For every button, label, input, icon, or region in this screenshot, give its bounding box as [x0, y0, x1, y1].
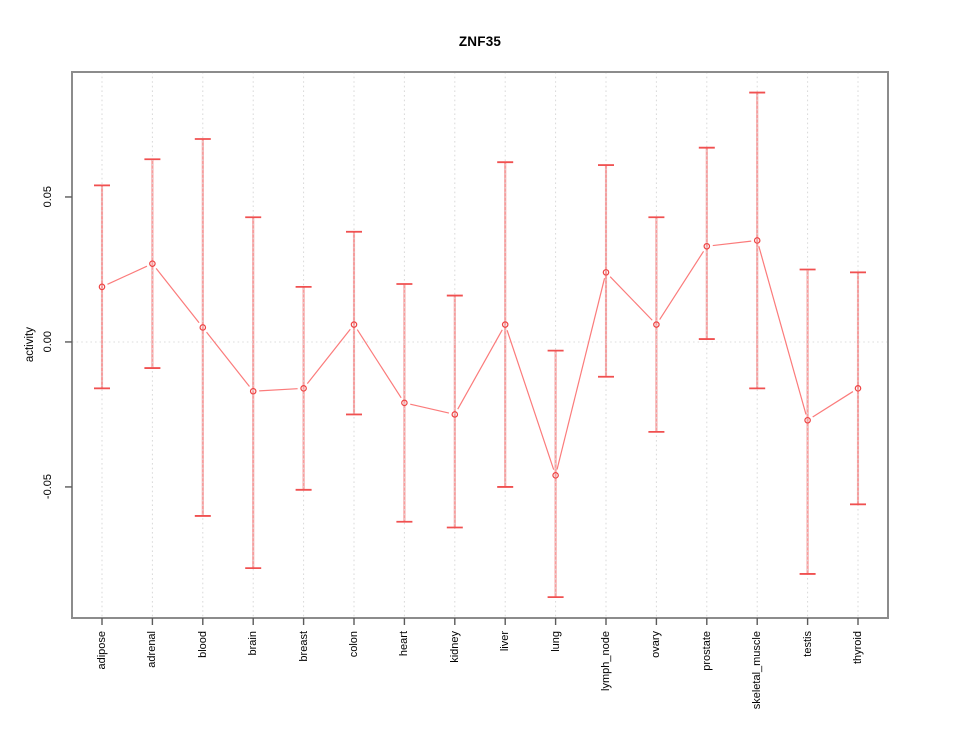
data-point [552, 472, 559, 479]
series-segment [206, 331, 250, 387]
x-tick-label-kidney: kidney [447, 631, 463, 735]
x-tick-label-colon: colon [346, 631, 362, 735]
series-segment [812, 391, 854, 418]
series-segment [306, 328, 351, 385]
x-tick-label-text: lung [549, 631, 562, 652]
plot-area [65, 71, 889, 625]
series-segment [712, 240, 752, 247]
data-point [98, 283, 106, 291]
data-point [703, 242, 711, 250]
data-point [854, 385, 862, 392]
series-segment [758, 246, 807, 415]
x-tick-label-text: prostate [700, 631, 713, 671]
x-tick-label-text: blood [196, 631, 209, 658]
series-segment [457, 329, 503, 410]
x-tick-label-text: colon [348, 631, 360, 658]
x-tick-label-thyroid: thyroid [850, 631, 866, 735]
plot-box [71, 71, 889, 619]
chart-title: ZNF35 [458, 34, 502, 49]
x-tick-label-text: liver [499, 631, 512, 652]
data-point [199, 324, 207, 331]
chart: ZNF35 activity -0.05 0.00 0.05 adipose adre… [24, 34, 889, 709]
y-tick-label: 0.05 [40, 162, 56, 232]
series-segment [659, 250, 705, 320]
x-tick-label-breast: breast [296, 631, 312, 735]
x-tick-label-text: thyroid [852, 631, 864, 665]
y-tick-label-text: 0.05 [42, 186, 54, 208]
data-point [501, 321, 509, 328]
x-tick-label-blood: blood [195, 631, 211, 735]
series-segment [410, 403, 450, 414]
x-tick-label-lymph_node: lymph_node [598, 631, 614, 735]
x-tick-label-brain: brain [245, 631, 261, 735]
series-segment [609, 276, 653, 321]
data-point [451, 411, 459, 418]
data-point [401, 399, 408, 407]
series-segment [259, 388, 298, 392]
data-point [804, 416, 811, 424]
x-tick-label-adrenal: adrenal [144, 631, 160, 735]
x-tick-label-prostate: prostate [699, 631, 715, 735]
x-tick-label-skeletal_muscle: skeletal_muscle [749, 631, 765, 735]
series-segment [506, 330, 555, 470]
series-segment [107, 265, 148, 285]
x-tick-label-text: kidney [448, 631, 461, 663]
data-point [300, 385, 307, 392]
x-tick-label-text: adipose [96, 631, 108, 670]
x-tick-label-text: ovary [650, 631, 663, 658]
x-tick-label-text: testis [801, 631, 814, 657]
y-tick-label: -0.05 [40, 452, 56, 522]
x-tick-label-adipose: adipose [94, 631, 110, 735]
x-tick-label-text: breast [297, 631, 310, 662]
data-point [249, 387, 257, 395]
y-tick-label: 0.00 [40, 307, 56, 377]
x-tick-label-text: skeletal_muscle [751, 631, 764, 710]
x-tick-label-text: adrenal [146, 631, 159, 668]
data-point [350, 321, 358, 328]
y-tick-label-text: 0.00 [42, 331, 54, 353]
series-segment [155, 268, 200, 324]
data-point [149, 260, 156, 267]
series-segment [356, 329, 402, 399]
data-point [602, 269, 610, 276]
data-point [653, 321, 660, 328]
x-tick-label-testis: testis [800, 631, 816, 735]
series-segment [556, 278, 606, 470]
x-tick-label-liver: liver [497, 631, 513, 735]
x-tick-label-text: lymph_node [600, 631, 612, 691]
x-tick-label-text: brain [247, 631, 260, 656]
y-tick-label-text: -0.05 [42, 474, 54, 500]
x-tick-label-ovary: ovary [648, 631, 664, 735]
x-tick-label-lung: lung [548, 631, 564, 735]
x-tick-label-heart: heart [396, 631, 412, 735]
data-point [753, 237, 761, 244]
x-tick-label-text: heart [398, 631, 411, 657]
